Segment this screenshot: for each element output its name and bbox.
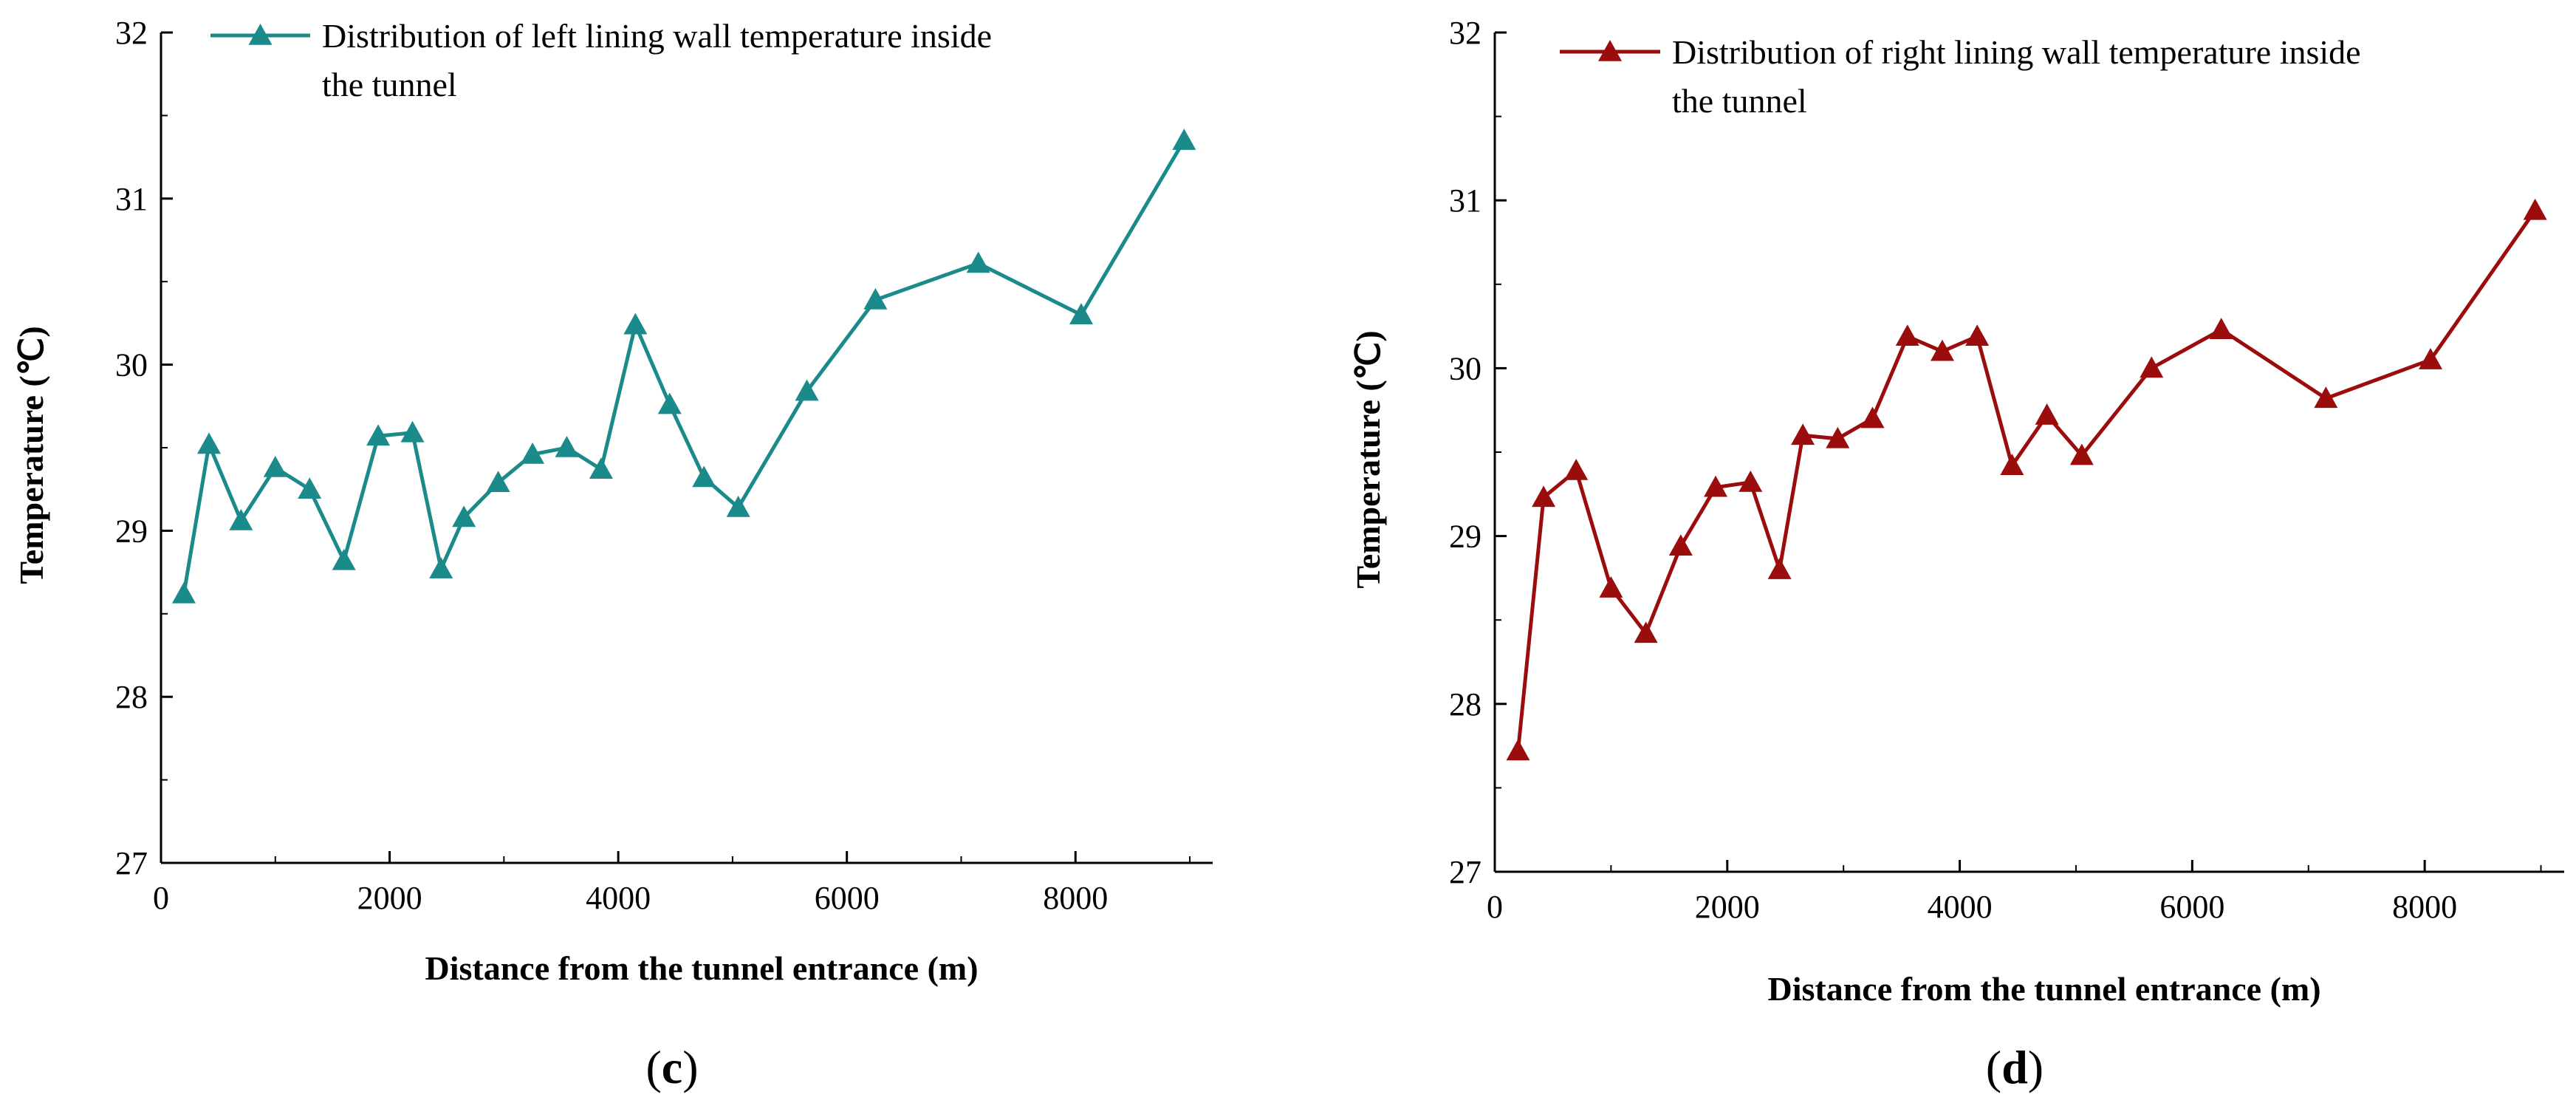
x-tick-label: 0 <box>153 880 169 916</box>
legend-marker <box>1598 40 1622 61</box>
x-tick-label: 0 <box>1487 889 1503 925</box>
y-tick-label: 30 <box>115 347 148 383</box>
data-point <box>623 313 648 335</box>
x-tick-label: 8000 <box>2392 889 2457 925</box>
data-point <box>1564 458 1589 480</box>
data-point <box>863 287 888 310</box>
y-tick-label: 27 <box>115 845 148 881</box>
y-tick-label: 32 <box>1449 15 1481 51</box>
data-point <box>2069 443 2094 465</box>
data-point <box>1739 470 1763 492</box>
data-point <box>1826 426 1850 448</box>
data-point <box>1172 129 1196 150</box>
data-point <box>197 432 222 454</box>
data-point <box>2035 403 2059 425</box>
data-point <box>263 455 287 477</box>
data-point <box>332 548 356 570</box>
panel-label-part: ) <box>2028 1041 2044 1093</box>
legend-label: the tunnel <box>1672 82 1807 120</box>
data-point <box>229 508 253 530</box>
chart-panel-d: 27 28 29 30 31 32 0 2000 4000 6000 8000 Distance fr… <box>1349 15 2564 1093</box>
data-point <box>1895 324 1919 346</box>
data-point <box>1860 406 1885 428</box>
legend-label: Distribution of left lining wall tempera… <box>322 17 992 55</box>
y-tick-label: 27 <box>1449 854 1481 890</box>
data-point <box>298 477 322 499</box>
data-point <box>400 420 425 443</box>
data-point <box>726 495 750 517</box>
panel-label: (d) <box>1986 1041 2044 1093</box>
x-tick-label: 4000 <box>1928 889 1993 925</box>
data-point <box>692 465 716 488</box>
y-tick-label: 28 <box>115 679 148 715</box>
panel-label-part: ( <box>645 1041 661 1093</box>
series-line <box>182 139 1186 595</box>
data-point <box>1634 621 1658 643</box>
data-point <box>589 457 613 479</box>
data-point <box>521 442 545 464</box>
panel-label-part: ( <box>1986 1041 2001 1093</box>
data-point <box>2000 454 2024 475</box>
data-point <box>1506 739 1530 761</box>
data-point <box>1791 423 1815 445</box>
y-axis-title: Temperature (℃) <box>1349 330 1387 588</box>
legend-label: Distribution of right lining wall temper… <box>1672 33 2361 71</box>
data-point <box>2523 198 2547 220</box>
x-axis-title: Distance from the tunnel entrance (m) <box>1767 970 2320 1008</box>
data-point <box>555 436 579 457</box>
data-point <box>171 581 196 604</box>
y-tick-label: 29 <box>1449 519 1481 555</box>
data-point <box>2209 318 2233 339</box>
data-point <box>1767 558 1792 579</box>
data-point <box>1704 475 1728 497</box>
y-tick-label: 32 <box>115 15 148 51</box>
chart-panel-c: 27 28 29 30 31 32 0 2000 4000 6000 8000 Distance fr… <box>13 15 1213 1093</box>
x-axis-title: Distance from the tunnel entrance (m) <box>425 949 978 987</box>
y-tick-label: 31 <box>1449 182 1481 219</box>
x-tick-label: 4000 <box>586 880 651 916</box>
y-tick-label: 28 <box>1449 686 1481 723</box>
data-point <box>429 557 453 578</box>
panel-label-part: d <box>2001 1041 2028 1093</box>
data-point <box>486 471 510 493</box>
data-point <box>1668 534 1693 556</box>
data-point <box>1599 576 1623 598</box>
panel-label-part: ) <box>682 1041 698 1093</box>
y-tick-label: 30 <box>1449 350 1481 386</box>
panel-label: (c) <box>645 1041 698 1093</box>
data-point <box>2314 386 2338 409</box>
data-point <box>657 392 682 414</box>
data-point <box>795 379 819 401</box>
data-point <box>1532 485 1556 508</box>
data-point <box>1930 339 1954 361</box>
data-point <box>2140 356 2164 378</box>
x-tick-label: 2000 <box>357 880 422 916</box>
y-tick-label: 31 <box>115 181 148 217</box>
data-point <box>2419 348 2442 369</box>
y-tick-label: 29 <box>115 513 148 549</box>
data-point <box>966 251 990 273</box>
x-tick-label: 6000 <box>2159 889 2224 925</box>
x-tick-label: 6000 <box>815 880 880 916</box>
data-point <box>366 424 391 446</box>
data-point <box>452 505 476 527</box>
y-axis-title: Temperature (℃) <box>13 326 50 584</box>
x-tick-label: 2000 <box>1695 889 1760 925</box>
data-point <box>1069 303 1093 324</box>
legend-label: the tunnel <box>322 66 457 103</box>
series-line <box>1515 209 2537 751</box>
x-tick-label: 8000 <box>1043 880 1108 916</box>
panel-label-part: c <box>662 1041 682 1093</box>
legend-marker <box>248 24 273 45</box>
data-point <box>1965 324 1990 346</box>
